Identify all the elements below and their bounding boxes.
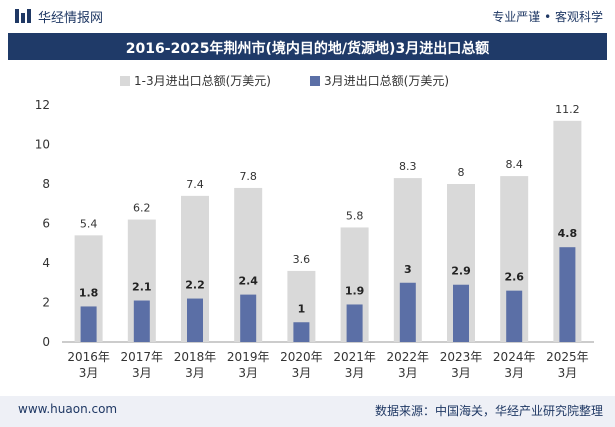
bar-march <box>240 294 257 342</box>
bar-march <box>80 306 97 342</box>
chart-title: 2016-2025年荆州市(境内目的地/货源地)3月进出口总额 <box>125 41 490 57</box>
site-name: 华经情报网 <box>38 11 104 26</box>
data-label-total: 8 <box>458 166 465 179</box>
y-tick-label: 6 <box>42 217 50 231</box>
data-label-march: 2.9 <box>451 265 471 278</box>
y-tick-label: 12 <box>35 98 50 112</box>
legend-swatch-march <box>310 76 320 86</box>
x-tick-label: 3月 <box>132 366 152 380</box>
data-label-total: 7.8 <box>239 170 257 183</box>
x-tick-label: 2023年 <box>440 350 483 364</box>
data-label-total: 3.6 <box>293 253 311 266</box>
data-label-total: 11.2 <box>555 103 580 116</box>
x-tick-label: 3月 <box>345 366 365 380</box>
y-tick-label: 8 <box>42 177 50 191</box>
x-tick-label: 2019年 <box>227 350 270 364</box>
top-bar: 华经情报网 专业严谨 • 客观科学 <box>0 0 615 32</box>
legend-label-total: 1-3月进出口总额(万美元) <box>134 74 271 88</box>
data-label-total: 6.2 <box>133 202 151 215</box>
data-label-total: 5.4 <box>80 217 98 230</box>
x-tick-label: 2020年 <box>280 350 323 364</box>
x-tick-label: 2021年 <box>333 350 376 364</box>
data-label-march: 1 <box>298 302 306 315</box>
x-tick-label: 3月 <box>185 366 205 380</box>
x-tick-label: 2022年 <box>387 350 430 364</box>
x-tick-label: 2018年 <box>174 350 217 364</box>
data-label-total: 5.8 <box>346 209 364 222</box>
legend-label-march: 3月进出口总额(万美元) <box>324 74 449 88</box>
data-label-march: 2.2 <box>185 279 205 292</box>
bar-march <box>453 284 469 342</box>
x-tick-label: 3月 <box>238 366 258 380</box>
y-tick-label: 4 <box>42 256 50 270</box>
x-tick-label: 2025年 <box>546 350 589 364</box>
x-tick-label: 3月 <box>292 366 312 380</box>
logo-icon <box>15 9 31 23</box>
data-label-total: 8.3 <box>399 160 417 173</box>
footer-url[interactable]: www.huaon.com <box>18 402 118 416</box>
x-tick-label: 3月 <box>398 366 418 380</box>
bar-march <box>133 300 150 342</box>
bar-march <box>346 304 363 342</box>
bar-march <box>559 247 576 342</box>
chart: 1-3月进出口总额(万美元) 3月进出口总额(万美元) 0 2 4 6 8 10 12 5.4 1.… <box>35 74 594 380</box>
footer: www.huaon.com 数据来源：中国海关，华经产业研究院整理 <box>0 396 615 427</box>
data-label-total: 8.4 <box>505 158 523 171</box>
data-label-march: 2.6 <box>504 271 524 284</box>
bar-march <box>293 322 310 342</box>
x-tick-label: 3月 <box>79 366 99 380</box>
data-label-march: 3 <box>404 263 412 276</box>
legend-swatch-total <box>120 76 130 86</box>
data-label-march: 4.8 <box>558 227 578 240</box>
y-tick-label: 0 <box>42 335 50 349</box>
bar-march <box>399 282 416 342</box>
x-tick-label: 2017年 <box>121 350 164 364</box>
x-tick-label: 3月 <box>451 366 471 380</box>
x-tick-label: 2016年 <box>67 350 110 364</box>
data-label-march: 2.1 <box>132 281 152 294</box>
bar-march <box>187 298 203 342</box>
x-tick-label: 2024年 <box>493 350 536 364</box>
bar-march <box>506 290 523 342</box>
data-label-total: 7.4 <box>186 178 204 191</box>
data-label-march: 1.9 <box>345 284 365 297</box>
title-bar: 2016-2025年荆州市(境内目的地/货源地)3月进出口总额 <box>8 33 607 60</box>
y-tick-label: 10 <box>35 138 50 152</box>
x-tick-label: 3月 <box>504 366 524 380</box>
y-tick-label: 2 <box>42 296 50 310</box>
data-source: 数据来源：中国海关，华经产业研究院整理 <box>374 404 603 418</box>
data-label-march: 2.4 <box>238 275 258 288</box>
x-tick-label: 3月 <box>558 366 578 380</box>
slogan: 专业严谨 • 客观科学 <box>492 10 603 24</box>
data-label-march: 1.8 <box>79 286 99 299</box>
